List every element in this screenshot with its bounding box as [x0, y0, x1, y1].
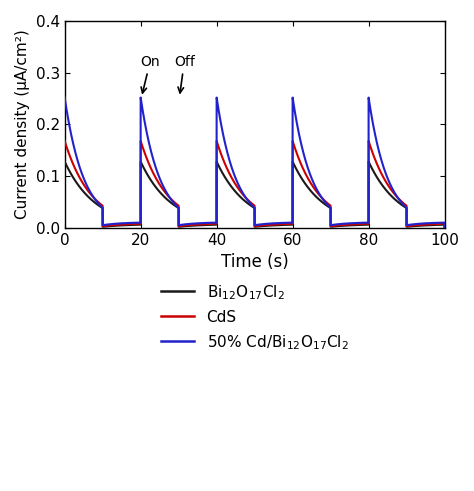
Text: Off: Off	[174, 55, 195, 93]
Y-axis label: Current density (μA/cm²): Current density (μA/cm²)	[15, 29, 30, 219]
Legend: $\rm Bi_{12}O_{17}Cl_2$, CdS, 50% Cd/Bi$_{12}$O$_{17}$Cl$_2$: $\rm Bi_{12}O_{17}Cl_2$, CdS, 50% Cd/Bi$…	[155, 277, 355, 358]
Text: On: On	[140, 55, 160, 93]
X-axis label: Time (s): Time (s)	[221, 253, 289, 271]
